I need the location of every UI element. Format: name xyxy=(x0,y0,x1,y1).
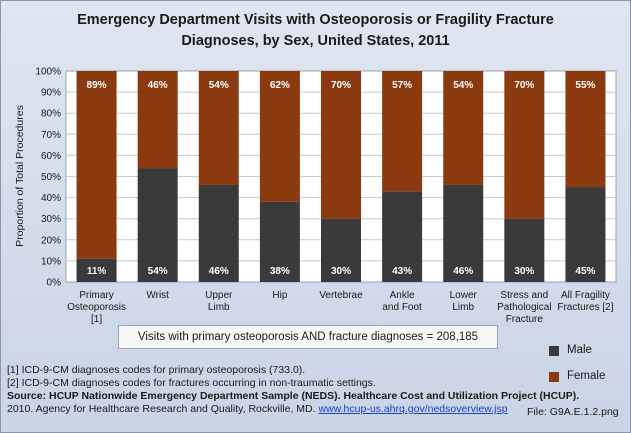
bar-male xyxy=(137,168,178,282)
y-tick-label: 30% xyxy=(41,214,61,225)
footnotes: [1] ICD-9-CM diagnoses codes for primary… xyxy=(7,364,580,416)
bar-female xyxy=(321,71,361,219)
x-category-label: Vertebrae xyxy=(319,290,363,301)
data-label-female: 54% xyxy=(209,80,229,91)
footnote-1: [1] ICD-9-CM diagnoses codes for primary… xyxy=(7,364,306,376)
y-tick-label: 70% xyxy=(41,130,61,141)
bars: 11% 89% 54% 46% 46% 54% 38% 62% 30% 70% 43% 57% 46% 5… xyxy=(76,71,606,282)
legend-label-male: Male xyxy=(567,344,592,356)
data-label-male: 54% xyxy=(148,266,168,277)
legend-label-female: Female xyxy=(567,370,606,382)
x-category-label: Primary xyxy=(79,290,113,301)
data-label-male: 38% xyxy=(270,266,290,277)
y-tick-label: 0% xyxy=(47,278,62,289)
bar-female xyxy=(565,71,606,188)
legend-swatch-female xyxy=(549,372,559,382)
x-category-label: Fracture xyxy=(506,314,544,325)
x-category-label: Stress and xyxy=(500,290,548,301)
chart-title: Emergency Department Visits with Osteopo… xyxy=(0,10,631,52)
y-axis-ticks: 0% 10% 20% 30% 40% 50% 60% 70% 80% 90% 100% xyxy=(35,67,61,289)
y-axis-label: Proportion of Total Procedures xyxy=(14,105,26,247)
x-category-label: Fractures [2] xyxy=(557,302,613,313)
data-label-female: 62% xyxy=(270,80,290,91)
data-label-female: 54% xyxy=(453,80,473,91)
data-label-male: 43% xyxy=(392,266,412,277)
bar-female xyxy=(259,71,300,202)
x-category-label: Lower xyxy=(450,290,478,301)
y-tick-label: 100% xyxy=(35,67,61,78)
x-category-label: [1] xyxy=(91,314,102,325)
bar-male xyxy=(76,258,117,282)
chart-title-line1: Emergency Department Visits with Osteopo… xyxy=(77,12,554,28)
bar-female xyxy=(76,71,117,259)
bar-male xyxy=(504,218,545,282)
x-category-label: Limb xyxy=(452,302,474,313)
bar-female xyxy=(198,71,239,185)
y-tick-label: 20% xyxy=(41,235,61,246)
data-label-female: 46% xyxy=(148,80,168,91)
data-label-female: 70% xyxy=(514,80,534,91)
bar-male xyxy=(321,218,361,282)
x-category-label: Upper xyxy=(205,290,233,301)
data-label-female: 57% xyxy=(392,80,412,91)
bar-female xyxy=(382,71,423,192)
data-label-female: 89% xyxy=(87,80,107,91)
data-label-male: 11% xyxy=(87,266,107,277)
bar-male xyxy=(259,201,300,282)
bar-male xyxy=(443,184,484,282)
bar-female xyxy=(443,71,484,185)
x-category-label: Wrist xyxy=(146,290,169,301)
y-tick-label: 50% xyxy=(41,172,61,183)
x-category-label: and Foot xyxy=(382,302,422,313)
x-category-label: Limb xyxy=(208,302,230,313)
x-category-label: Pathological xyxy=(497,302,551,313)
source-line-2-text: 2010. Agency for Healthcare Research and… xyxy=(7,403,316,415)
source-line-2: 2010. Agency for Healthcare Research and… xyxy=(7,403,508,416)
y-tick-label: 60% xyxy=(41,151,61,162)
data-label-male: 30% xyxy=(514,266,534,277)
data-label-male: 30% xyxy=(331,266,351,277)
x-category-label: Hip xyxy=(272,290,287,301)
y-tick-label: 90% xyxy=(41,88,61,99)
footnote-2: [2] ICD-9-CM diagnoses codes for fractur… xyxy=(7,377,376,389)
y-tick-label: 40% xyxy=(41,193,61,204)
y-tick-label: 10% xyxy=(41,256,61,267)
data-label-female: 70% xyxy=(331,80,351,91)
data-label-male: 46% xyxy=(453,266,473,277)
neds-overview-link[interactable]: www.hcup-us.ahrq.gov/nedsoverview.jsp xyxy=(318,403,508,415)
bar-male xyxy=(382,191,423,282)
data-label-male: 46% xyxy=(209,266,229,277)
x-category-label: Osteoporosis xyxy=(67,302,126,313)
file-label: File: G9A.E.1.2.png xyxy=(527,406,619,418)
x-category-label: All Fragility xyxy=(561,290,610,301)
data-label-female: 55% xyxy=(575,80,595,91)
source-line: Source: HCUP Nationwide Emergency Depart… xyxy=(7,390,580,402)
y-tick-label: 80% xyxy=(41,109,61,120)
bar-male xyxy=(565,187,606,282)
bar-female xyxy=(504,71,545,219)
bar-female xyxy=(137,71,178,169)
chart-title-line2: Diagnoses, by Sex, United States, 2011 xyxy=(181,33,450,49)
data-label-male: 45% xyxy=(575,266,595,277)
bar-male xyxy=(198,184,239,282)
legend-swatch-male xyxy=(549,346,559,356)
total-visits-note: Visits with primary osteoporosis AND fra… xyxy=(118,325,498,349)
x-category-label: Ankle xyxy=(390,290,415,301)
